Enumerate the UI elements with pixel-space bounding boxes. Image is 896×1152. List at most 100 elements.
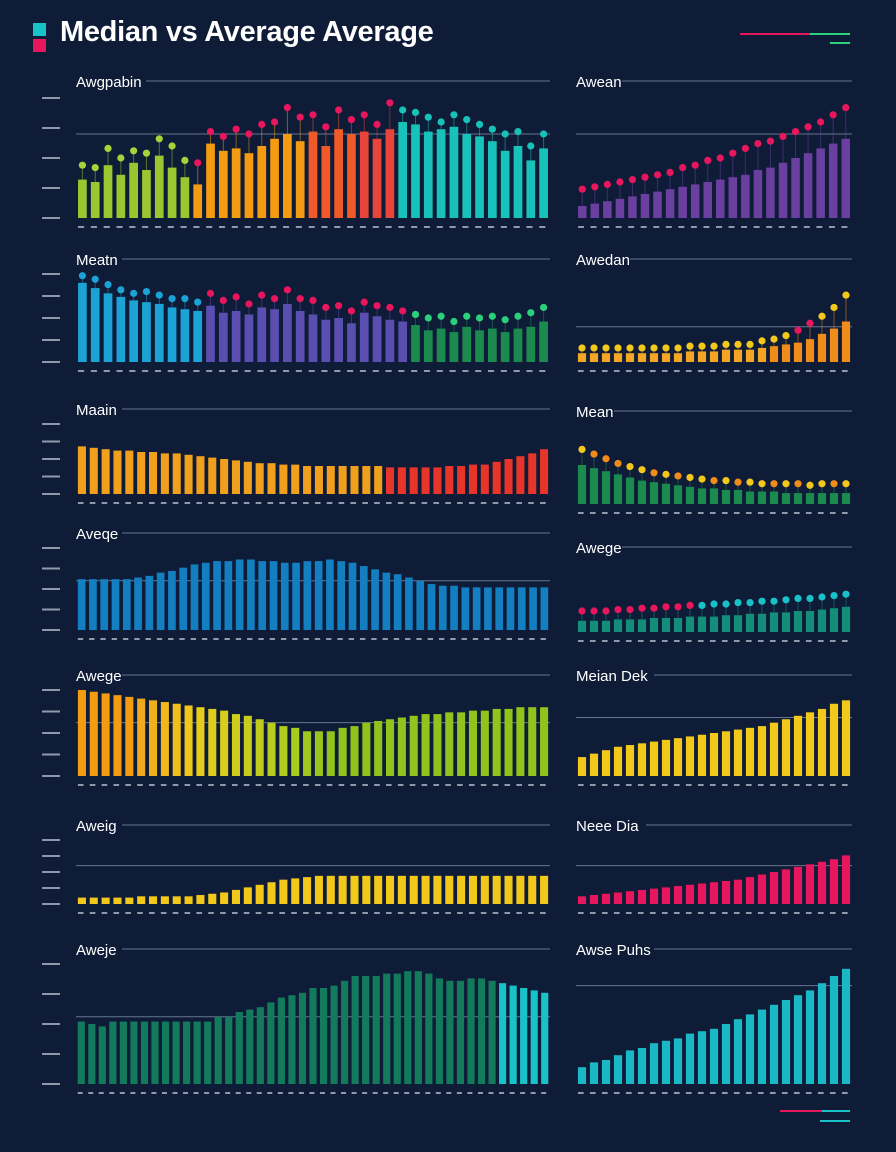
y-tick-mark <box>42 732 60 734</box>
x-tick-mark <box>385 226 392 228</box>
bar <box>291 464 300 494</box>
x-tick-mark <box>685 784 692 786</box>
x-tick-mark <box>488 226 495 228</box>
x-tick-mark <box>539 370 546 372</box>
bar <box>540 587 549 630</box>
x-tick-mark <box>172 502 179 504</box>
chart-panel-left-1: Awgpabin <box>42 74 550 232</box>
x-tick-mark <box>499 1092 505 1094</box>
bar <box>716 179 725 218</box>
x-tick-mark <box>757 640 764 642</box>
x-tick-mark <box>244 226 251 228</box>
x-tick-mark <box>703 226 710 228</box>
bar <box>374 720 383 776</box>
marker-point <box>411 108 420 116</box>
marker-point <box>514 128 522 136</box>
bar <box>193 310 203 362</box>
x-tick-mark <box>256 1092 262 1094</box>
marker-point <box>335 106 343 114</box>
x-tick-mark <box>685 912 692 914</box>
x-tick-mark <box>397 502 404 504</box>
bar <box>661 887 671 904</box>
x-tick-mark <box>347 370 354 372</box>
chart-panel-right-5: Meian Dek <box>576 668 852 790</box>
x-tick-mark <box>326 638 332 640</box>
x-tick-mark <box>279 912 285 914</box>
bar <box>829 608 839 632</box>
x-tick-mark <box>753 226 760 228</box>
marker-point <box>734 340 742 348</box>
x-tick-mark <box>436 370 443 372</box>
y-tick-mark <box>42 855 60 857</box>
y-tick-mark <box>42 710 60 713</box>
x-tick-mark <box>243 784 250 786</box>
x-tick-mark <box>130 1092 136 1094</box>
x-tick-mark <box>129 226 136 228</box>
bar <box>757 1009 767 1084</box>
x-tick-mark <box>350 912 357 914</box>
marker-point <box>347 307 356 315</box>
x-tick-mark <box>769 912 776 914</box>
x-tick-mark <box>129 370 136 372</box>
x-tick-mark <box>445 784 451 786</box>
bar <box>78 179 87 218</box>
marker-point <box>309 111 317 119</box>
chart-svg <box>576 824 852 914</box>
bar <box>462 134 472 218</box>
bar <box>303 731 312 776</box>
x-tick-mark <box>149 912 155 914</box>
x-tick-mark <box>427 638 434 640</box>
marker-point <box>155 291 163 299</box>
chart-svg <box>576 674 852 786</box>
bar <box>119 1021 127 1084</box>
bar <box>279 464 288 494</box>
marker-point <box>283 104 291 112</box>
x-tick-mark <box>589 912 596 914</box>
bar <box>649 888 659 904</box>
chart-panel-right-2: Awedan <box>576 252 852 376</box>
bar <box>393 973 401 1084</box>
chart-svg <box>42 824 550 914</box>
bar <box>601 893 611 904</box>
bar <box>513 146 523 218</box>
bar <box>277 997 285 1084</box>
corner-legend-bar <box>820 1120 850 1122</box>
marker-point <box>779 132 787 140</box>
chart-svg <box>576 80 852 228</box>
marker-point <box>698 601 706 609</box>
bar <box>467 978 475 1084</box>
bar <box>283 134 292 218</box>
marker-point <box>686 342 694 350</box>
bar <box>817 861 827 904</box>
bar <box>462 326 472 362</box>
marker-point <box>578 344 586 352</box>
x-tick-mark <box>145 638 151 640</box>
bar <box>817 983 827 1084</box>
marker-point <box>514 312 522 320</box>
bar <box>445 466 454 494</box>
x-tick-mark <box>721 784 728 786</box>
marker-point <box>746 340 754 348</box>
x-tick-mark <box>433 502 440 504</box>
x-tick-mark <box>697 512 704 514</box>
bar <box>709 616 719 632</box>
marker-point <box>373 302 381 310</box>
x-tick-mark <box>142 370 149 372</box>
x-tick-mark <box>179 638 185 640</box>
y-tick-mark <box>42 273 60 275</box>
x-tick-mark <box>218 370 226 372</box>
x-tick-mark <box>828 226 835 228</box>
marker-point <box>360 111 368 119</box>
x-tick-mark <box>488 370 495 372</box>
x-tick-mark <box>214 1092 220 1094</box>
bar <box>516 875 525 904</box>
x-tick-mark <box>113 912 120 914</box>
marker-point <box>578 185 586 193</box>
x-tick-mark <box>733 640 740 642</box>
x-tick-mark <box>457 912 463 914</box>
bar <box>589 620 599 632</box>
marker-point <box>245 300 253 308</box>
x-tick-mark <box>88 1092 94 1094</box>
x-tick-mark <box>504 784 511 786</box>
x-tick-mark <box>77 638 84 640</box>
